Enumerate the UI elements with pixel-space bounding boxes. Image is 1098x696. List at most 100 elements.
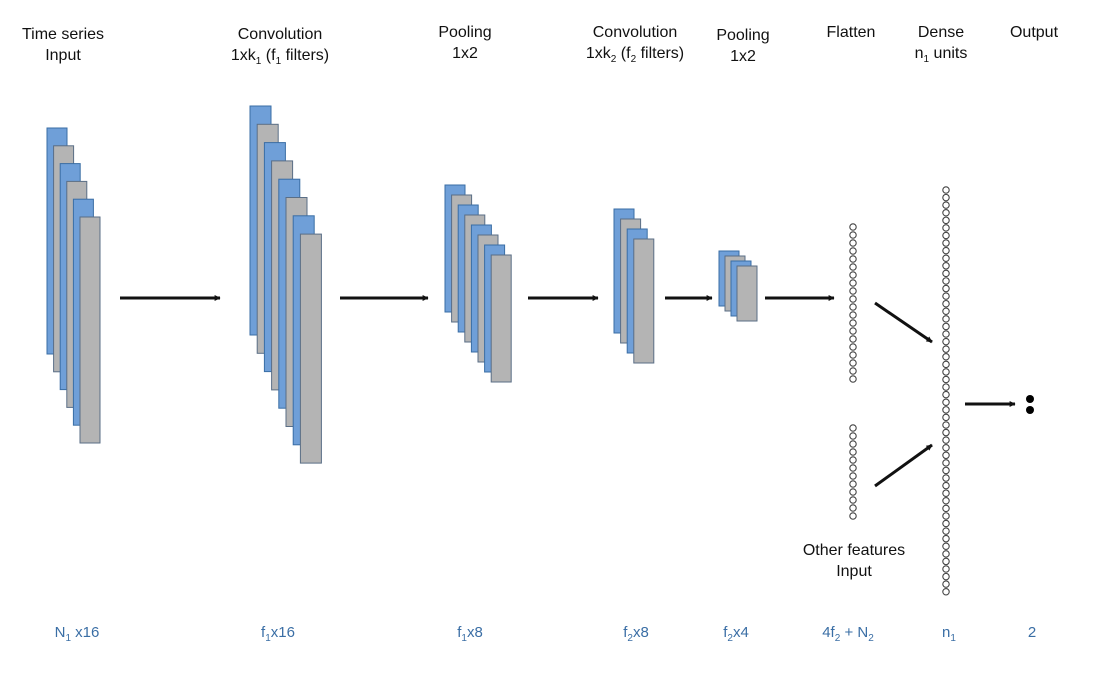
dim-pool2: f2x4 bbox=[723, 624, 749, 644]
flatten-neuron-6 bbox=[849, 263, 857, 271]
header-pool2: Pooling 1x2 bbox=[716, 27, 770, 65]
dense-neuron-9 bbox=[942, 246, 950, 255]
dense-neuron-44 bbox=[942, 512, 950, 520]
flatten-neuron-10 bbox=[849, 295, 857, 303]
dense-neuron-22 bbox=[942, 345, 950, 353]
conv1-feature-maps bbox=[249, 105, 322, 464]
flow-arrows bbox=[120, 295, 1016, 488]
dense-neuron-36 bbox=[942, 451, 950, 460]
dense-neuron-11 bbox=[942, 262, 950, 270]
other-features-neuron-12 bbox=[849, 512, 857, 520]
dense-neuron-5 bbox=[942, 216, 950, 225]
output-neuron-1 bbox=[1026, 395, 1034, 403]
pool1-map-8 bbox=[490, 254, 512, 383]
pool1-feature-maps bbox=[444, 184, 512, 383]
dim-pool1: f1x8 bbox=[457, 624, 483, 644]
other-features-neuron-7 bbox=[849, 472, 857, 480]
input-map-6 bbox=[79, 216, 101, 444]
dense-neuron-53 bbox=[942, 580, 950, 588]
input-feature-maps bbox=[46, 127, 101, 444]
dense-neuron-38 bbox=[942, 466, 950, 475]
dim-conv2: f2x8 bbox=[623, 624, 649, 644]
flatten-neuron-20 bbox=[849, 375, 857, 383]
flatten-neuron-4 bbox=[849, 247, 857, 255]
conv2-feature-maps bbox=[613, 208, 655, 364]
dense-neuron-17 bbox=[942, 307, 950, 316]
dense-neuron-16 bbox=[942, 299, 950, 308]
header-output: Output bbox=[1009, 24, 1059, 41]
flatten-neuron-9 bbox=[849, 287, 857, 295]
output-neuron-2 bbox=[1026, 406, 1034, 414]
dense-neuron-31 bbox=[942, 413, 950, 422]
dense-neuron-40 bbox=[942, 481, 950, 490]
other-features-label: Other features Input bbox=[802, 542, 906, 580]
other-features-neuron-2 bbox=[849, 432, 857, 440]
output-neurons bbox=[1026, 395, 1034, 414]
dense-neuron-37 bbox=[942, 459, 950, 467]
dense-neuron-14 bbox=[942, 284, 950, 293]
dense-neuron-33 bbox=[942, 428, 950, 437]
dense-neuron-52 bbox=[942, 572, 950, 581]
dense-neuron-49 bbox=[942, 550, 950, 558]
flatten-neuron-11 bbox=[849, 303, 857, 311]
dense-neuron-13 bbox=[942, 277, 950, 285]
dense-neuron-51 bbox=[942, 565, 950, 573]
dense-neuron-15 bbox=[942, 292, 950, 300]
header-conv2: Convolution 1xk2 (f2 filters) bbox=[585, 24, 685, 65]
flatten-neuron-18 bbox=[849, 359, 857, 367]
dim-dense: n1 bbox=[942, 624, 956, 644]
flatten-neuron-16 bbox=[849, 343, 857, 351]
arrow-flatten-to-dense bbox=[874, 301, 933, 344]
flatten-neuron-5 bbox=[849, 255, 857, 263]
header-input: Time series Input bbox=[21, 26, 105, 64]
dense-neuron-29 bbox=[942, 398, 950, 406]
dense-neuron-47 bbox=[942, 534, 950, 543]
dense-neuron-50 bbox=[942, 557, 950, 566]
dense-neuron-32 bbox=[942, 421, 950, 429]
flatten-neurons bbox=[849, 223, 857, 383]
dense-neuron-7 bbox=[942, 231, 950, 240]
flatten-neuron-1 bbox=[849, 223, 857, 231]
dim-output: 2 bbox=[1027, 624, 1037, 641]
flatten-neuron-8 bbox=[849, 279, 857, 287]
other-features-neuron-10 bbox=[849, 496, 857, 504]
dense-neuron-4 bbox=[942, 208, 950, 217]
dense-neuron-21 bbox=[942, 337, 950, 346]
dense-neuron-54 bbox=[942, 587, 950, 596]
dense-neuron-2 bbox=[942, 193, 950, 202]
dense-neuron-26 bbox=[942, 375, 950, 384]
other-features-neuron-3 bbox=[849, 440, 857, 448]
other-features-neuron-9 bbox=[849, 488, 857, 496]
dense-neuron-42 bbox=[942, 497, 950, 505]
dense-neuron-27 bbox=[942, 383, 950, 391]
dense-neuron-12 bbox=[942, 269, 950, 278]
flatten-neuron-7 bbox=[849, 271, 857, 279]
flatten-neuron-17 bbox=[849, 351, 857, 359]
header-dense: Dense n1 units bbox=[914, 24, 968, 65]
arrow-other-to-dense bbox=[874, 443, 933, 488]
dense-neuron-20 bbox=[942, 330, 950, 338]
other-features-neuron-6 bbox=[849, 464, 857, 472]
dense-neuron-39 bbox=[942, 474, 950, 482]
pool2-map-4 bbox=[736, 265, 758, 322]
dense-neuron-28 bbox=[942, 390, 950, 399]
conv1-map-8 bbox=[299, 233, 322, 464]
dense-neuron-19 bbox=[942, 322, 950, 331]
flatten-neuron-2 bbox=[849, 231, 857, 239]
dense-neuron-46 bbox=[942, 527, 950, 535]
dim-input: N1 x16 bbox=[54, 624, 100, 644]
other-features-neuron-5 bbox=[849, 456, 857, 464]
conv2-map-4 bbox=[633, 238, 655, 364]
other-features-neuron-4 bbox=[849, 448, 857, 456]
other-features-neurons bbox=[849, 424, 857, 520]
dense-neuron-35 bbox=[942, 443, 950, 452]
flatten-neuron-13 bbox=[849, 319, 857, 327]
dense-neuron-30 bbox=[942, 406, 950, 414]
dense-neuron-41 bbox=[942, 489, 950, 497]
dense-neuron-8 bbox=[942, 239, 950, 247]
flatten-neuron-19 bbox=[849, 367, 857, 375]
dense-neuron-45 bbox=[942, 519, 950, 528]
dense-neuron-25 bbox=[942, 368, 950, 376]
dense-neuron-23 bbox=[942, 353, 950, 361]
other-features-neuron-8 bbox=[849, 480, 857, 488]
